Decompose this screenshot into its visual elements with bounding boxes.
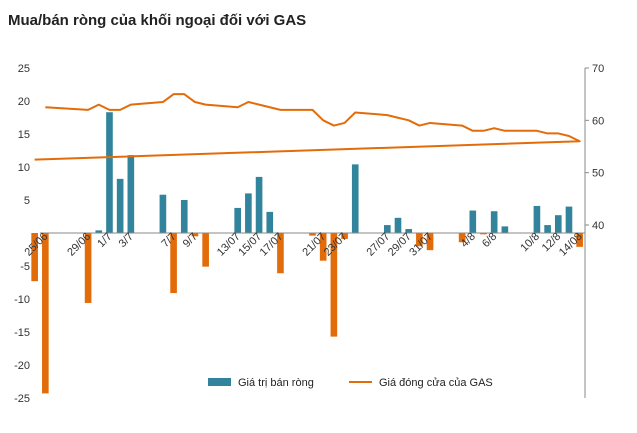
left-tick-label: -10 — [14, 294, 30, 306]
bar — [191, 233, 199, 237]
right-tick-label: 40 — [592, 220, 604, 232]
bar — [554, 215, 562, 233]
left-tick-label: -20 — [14, 360, 30, 372]
price-line-path — [34, 93, 581, 161]
bar — [170, 233, 177, 294]
bar — [341, 233, 348, 239]
bar — [469, 210, 477, 233]
bar — [159, 194, 167, 233]
left-axis: -25 -20 -15 -10 -5 5 10 15 20 25 — [14, 63, 30, 405]
bar — [533, 205, 541, 233]
bar — [95, 230, 103, 233]
left-tick-label: -15 — [14, 327, 30, 339]
bar — [84, 233, 92, 303]
bar — [234, 207, 242, 233]
bar — [116, 178, 124, 233]
bar — [245, 193, 252, 233]
left-tick-label: 25 — [18, 63, 30, 75]
left-tick-label: 10 — [18, 162, 30, 174]
bar — [202, 233, 209, 267]
legend-line-label: Giá đóng cửa của GAS — [379, 377, 493, 389]
bar — [319, 233, 327, 261]
bar — [490, 211, 498, 233]
x-tick-label: 10/8 — [518, 231, 542, 255]
x-tick-label: 15/07 — [236, 231, 264, 259]
bar — [351, 164, 359, 233]
bar — [31, 233, 38, 282]
left-tick-label: -5 — [20, 261, 30, 273]
bar — [565, 206, 573, 233]
x-tick-label: 27/07 — [364, 231, 392, 259]
bar — [426, 233, 434, 251]
legend: Giá trị bán ròng Giá đóng cửa của GAS — [208, 377, 493, 389]
x-tick-label: 29/07 — [386, 231, 414, 259]
chart-title: Mua/bán ròng của khối ngoại đối với GAS — [8, 12, 306, 29]
bar — [266, 211, 274, 233]
x-tick-label: 1/7 — [95, 231, 114, 250]
legend-bar-swatch — [208, 378, 231, 386]
right-tick-label: 60 — [592, 115, 604, 127]
bar — [405, 229, 412, 233]
left-tick-label: 15 — [18, 129, 30, 141]
x-tick-label: 13/07 — [215, 231, 243, 259]
bar — [42, 233, 49, 394]
bar — [180, 200, 188, 233]
bar — [383, 225, 391, 233]
right-tick-label: 50 — [592, 168, 604, 180]
right-axis: 40 50 60 70 — [584, 63, 604, 398]
price-line — [34, 93, 581, 161]
bar — [309, 233, 316, 236]
x-tick-label: 3/7 — [117, 231, 136, 250]
left-tick-label: 5 — [24, 195, 30, 207]
right-tick-label: 70 — [592, 63, 604, 75]
bar — [544, 225, 551, 233]
bar — [106, 112, 113, 233]
left-tick-label: -25 — [14, 393, 30, 405]
bars — [31, 112, 583, 394]
bar — [416, 233, 423, 247]
bar — [394, 217, 402, 233]
legend-bar-label: Giá trị bán ròng — [238, 377, 314, 389]
bar — [480, 233, 487, 235]
bar — [458, 233, 466, 243]
bar — [277, 233, 284, 274]
bar — [576, 233, 583, 247]
bar — [501, 226, 509, 233]
bar — [330, 233, 338, 337]
bar — [127, 155, 135, 233]
bar — [255, 176, 263, 233]
left-tick-label: 20 — [18, 96, 30, 108]
